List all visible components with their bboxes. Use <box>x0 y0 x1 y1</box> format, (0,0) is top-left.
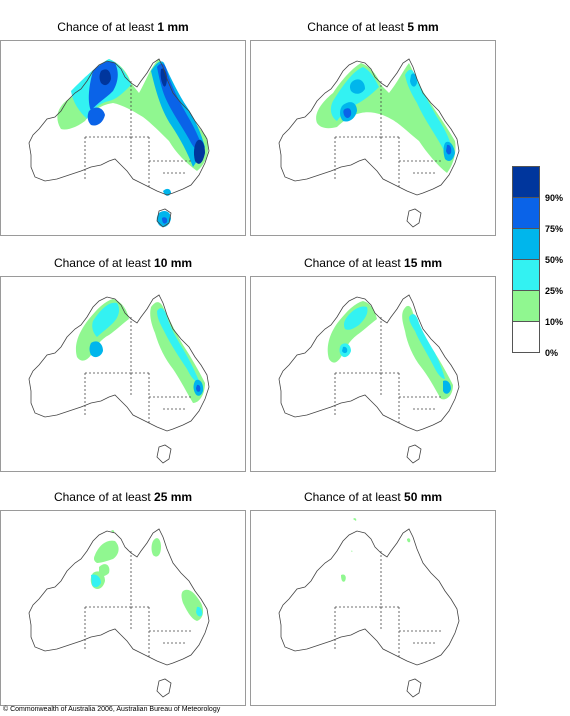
panel-title: Chance of at least 1 mm <box>57 20 189 34</box>
probability-legend: 90% 75% 50% 25% 10% 0% <box>512 166 570 358</box>
australia-outline <box>28 58 210 228</box>
australia-outline <box>278 294 460 464</box>
rainfall-probability-overlay <box>327 301 453 400</box>
rainfall-map <box>250 510 496 706</box>
rainfall-probability-overlay <box>316 63 456 173</box>
map-panel-10mm: Chance of at least 10 mm <box>0 256 246 472</box>
legend-label: 75% <box>545 224 564 234</box>
copyright-notice: © Commonwealth of Australia 2006, Austra… <box>3 706 221 713</box>
legend-swatch-0-10 <box>512 321 540 353</box>
map-panel-1mm: Chance of at least 1 mm <box>0 20 246 236</box>
legend-swatch-90-100 <box>512 166 540 198</box>
map-panel-25mm: Chance of at least 25 mm <box>0 490 246 706</box>
rainfall-probability-overlay <box>75 299 205 403</box>
map-panel-5mm: Chance of at least 5 mm <box>250 20 496 236</box>
map-panel-50mm: Chance of at least 50 mm <box>250 490 496 706</box>
legend-swatch-50-75 <box>512 228 540 260</box>
rainfall-probability-overlay <box>341 518 411 582</box>
rainfall-probability-overlay <box>90 530 204 621</box>
legend-label: 50% <box>545 255 564 265</box>
legend-label: 0% <box>545 348 559 358</box>
legend-label: 25% <box>545 286 564 296</box>
rainfall-map <box>0 510 246 706</box>
australia-outline <box>28 528 210 698</box>
legend-swatch-75-90 <box>512 197 540 229</box>
panel-title: Chance of at least 5 mm <box>307 20 439 34</box>
rainfall-map <box>0 40 246 236</box>
legend-swatch-25-50 <box>512 259 540 291</box>
legend-label: 10% <box>545 317 564 327</box>
panel-title: Chance of at least 10 mm <box>53 256 193 270</box>
map-panel-15mm: Chance of at least 15 mm <box>250 256 496 472</box>
panel-title: Chance of at least 50 mm <box>303 490 443 504</box>
rainfall-map <box>250 276 496 472</box>
panel-title: Chance of at least 15 mm <box>303 256 443 270</box>
australia-outline <box>28 294 210 464</box>
panel-title: Chance of at least 25 mm <box>53 490 193 504</box>
australia-outline <box>278 58 460 228</box>
legend-label: 90% <box>545 193 564 203</box>
rainfall-map <box>250 40 496 236</box>
legend-swatch-10-25 <box>512 290 540 322</box>
rainfall-map <box>0 276 246 472</box>
australia-outline <box>278 528 460 698</box>
